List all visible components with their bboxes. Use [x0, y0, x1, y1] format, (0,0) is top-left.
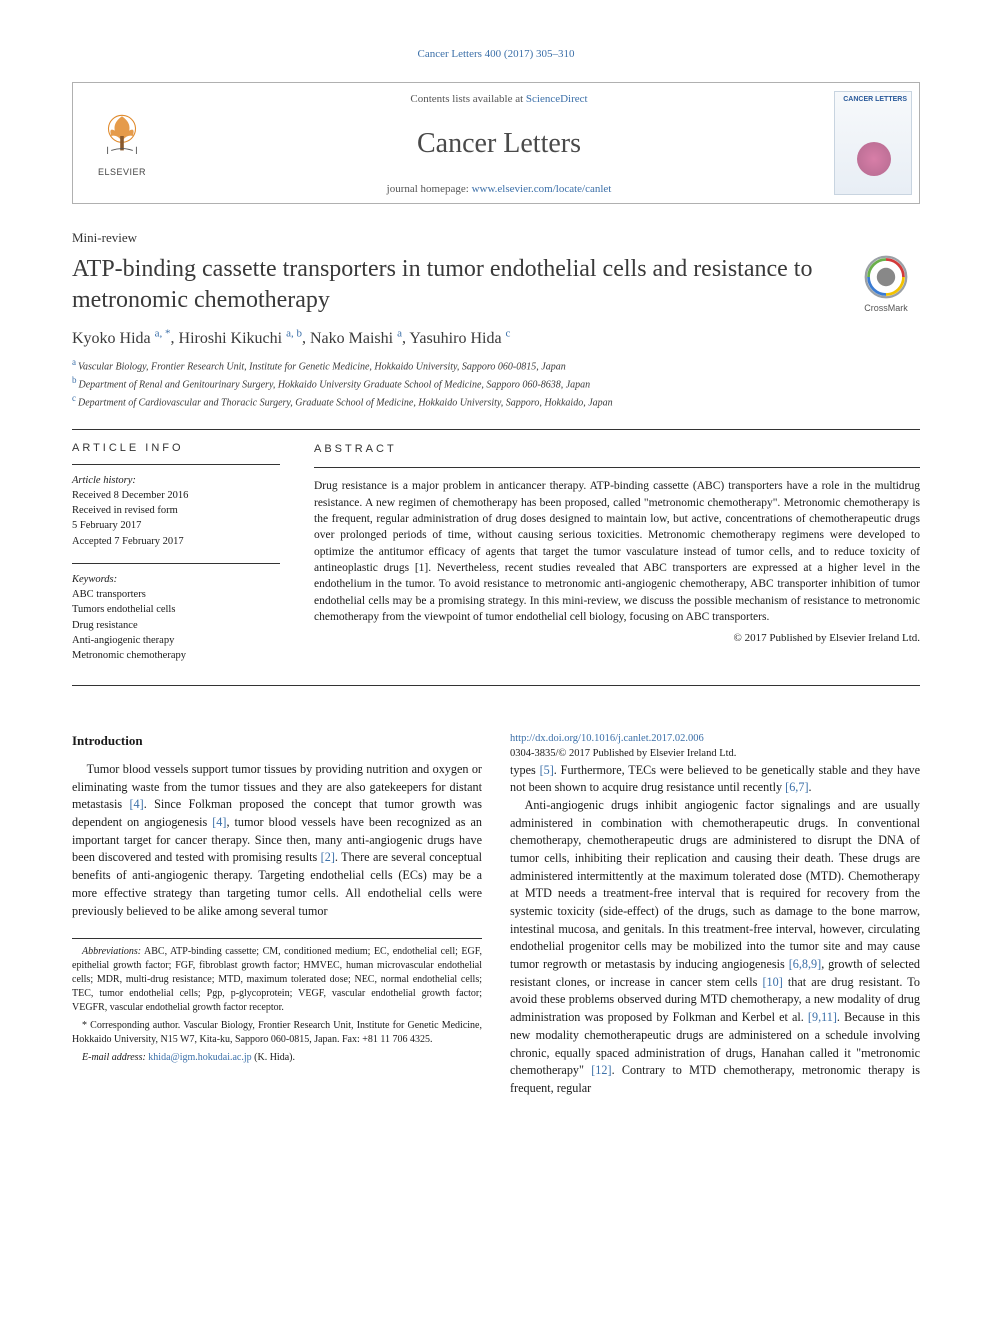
- doi-block: http://dx.doi.org/10.1016/j.canlet.2017.…: [510, 732, 920, 761]
- author: Hiroshi Kikuchi a, b: [179, 330, 302, 347]
- homepage-line: journal homepage: www.elsevier.com/locat…: [179, 183, 819, 195]
- affiliation: cDepartment of Cardiovascular and Thorac…: [72, 392, 920, 410]
- abstract-rule: [314, 467, 920, 468]
- citation-link[interactable]: [4]: [129, 797, 143, 811]
- citation-link[interactable]: [2]: [321, 850, 335, 864]
- journal-cover-thumb[interactable]: CANCER LETTERS: [834, 91, 912, 195]
- author-list: Kyoko Hida a, *, Hiroshi Kikuchi a, b, N…: [72, 327, 920, 347]
- info-abstract-row: ARTICLE INFO Article history: Received 8…: [72, 442, 920, 677]
- cover-thumb-block: CANCER LETTERS: [827, 83, 919, 203]
- keyword: Tumors endothelial cells: [72, 602, 280, 617]
- email-link[interactable]: khida@igm.hokudai.ac.jp: [148, 1052, 251, 1063]
- elsevier-wordmark: ELSEVIER: [98, 167, 146, 177]
- crossmark-badge[interactable]: CrossMark: [852, 254, 920, 313]
- keyword: Metronomic chemotherapy: [72, 648, 280, 663]
- citation-link[interactable]: [4]: [212, 815, 226, 829]
- article-info: ARTICLE INFO Article history: Received 8…: [72, 442, 280, 677]
- history-line: 5 February 2017: [72, 518, 280, 533]
- author: Yasuhiro Hida c: [409, 330, 510, 347]
- info-rule: [72, 464, 280, 465]
- affiliation: aVascular Biology, Frontier Research Uni…: [72, 356, 920, 374]
- body-paragraph: Tumor blood vessels support tumor tissue…: [72, 761, 482, 920]
- article-title: ATP-binding cassette transporters in tum…: [72, 254, 836, 315]
- section-heading: Introduction: [72, 732, 482, 751]
- keyword: Drug resistance: [72, 618, 280, 633]
- doi-link[interactable]: http://dx.doi.org/10.1016/j.canlet.2017.…: [510, 733, 704, 744]
- citation-link[interactable]: [10]: [762, 975, 782, 989]
- cover-art-icon: [857, 142, 891, 176]
- affiliations: aVascular Biology, Frontier Research Uni…: [72, 356, 920, 411]
- author: Kyoko Hida a, *: [72, 330, 171, 347]
- cover-title: CANCER LETTERS: [839, 96, 907, 103]
- rule-top: [72, 429, 920, 430]
- author: Nako Maishi a: [310, 330, 402, 347]
- running-head: Cancer Letters 400 (2017) 305–310: [72, 48, 920, 60]
- affiliation: bDepartment of Renal and Genitourinary S…: [72, 374, 920, 392]
- article-type: Mini-review: [72, 230, 920, 246]
- body-paragraph: types [5]. Furthermore, TECs were believ…: [510, 762, 920, 797]
- citation-link[interactable]: [5]: [540, 763, 554, 777]
- abstract-text: Drug resistance is a major problem in an…: [314, 478, 920, 625]
- sciencedirect-link[interactable]: ScienceDirect: [526, 93, 588, 105]
- homepage-prefix: journal homepage:: [387, 183, 472, 195]
- info-rule: [72, 563, 280, 564]
- footnotes: Abbreviations: ABC, ATP-binding cassette…: [72, 938, 482, 1065]
- contents-line: Contents lists available at ScienceDirec…: [179, 93, 819, 105]
- masthead-center: Contents lists available at ScienceDirec…: [171, 83, 827, 203]
- history-line: Received in revised form: [72, 503, 280, 518]
- masthead: ELSEVIER Contents lists available at Sci…: [72, 82, 920, 204]
- abstract-head: ABSTRACT: [314, 442, 920, 458]
- article-history: Article history: Received 8 December 201…: [72, 473, 280, 549]
- keywords-block: Keywords: ABC transporters Tumors endoth…: [72, 572, 280, 663]
- rule-bottom: [72, 685, 920, 686]
- citation-link[interactable]: [9,11]: [808, 1010, 837, 1024]
- homepage-link[interactable]: www.elsevier.com/locate/canlet: [472, 183, 612, 195]
- citation-link[interactable]: [6,8,9]: [789, 957, 822, 971]
- keywords-label: Keywords:: [72, 572, 280, 587]
- abstract: ABSTRACT Drug resistance is a major prob…: [314, 442, 920, 677]
- history-label: Article history:: [72, 473, 280, 488]
- article-info-head: ARTICLE INFO: [72, 442, 280, 454]
- contents-prefix: Contents lists available at: [410, 93, 525, 105]
- email-footnote: E-mail address: khida@igm.hokudai.ac.jp …: [72, 1051, 482, 1065]
- title-row: ATP-binding cassette transporters in tum…: [72, 254, 920, 315]
- citation-link[interactable]: [12]: [591, 1063, 611, 1077]
- crossmark-label: CrossMark: [852, 303, 920, 313]
- body-paragraph: Anti-angiogenic drugs inhibit angiogenic…: [510, 797, 920, 1098]
- keyword: Anti-angiogenic therapy: [72, 633, 280, 648]
- keyword: ABC transporters: [72, 587, 280, 602]
- history-line: Accepted 7 February 2017: [72, 534, 280, 549]
- corresponding-footnote: * Corresponding author. Vascular Biology…: [72, 1019, 482, 1047]
- elsevier-tree-icon: [95, 109, 149, 163]
- abbreviations-footnote: Abbreviations: ABC, ATP-binding cassette…: [72, 945, 482, 1015]
- journal-name: Cancer Letters: [179, 128, 819, 160]
- citation-link[interactable]: [6,7]: [785, 780, 808, 794]
- body-text: Introduction Tumor blood vessels support…: [72, 732, 920, 1097]
- history-line: Received 8 December 2016: [72, 488, 280, 503]
- publisher-logo-block[interactable]: ELSEVIER: [73, 83, 171, 203]
- crossmark-icon: [863, 254, 909, 300]
- issn-line: 0304-3835/© 2017 Published by Elsevier I…: [510, 748, 736, 759]
- abstract-copyright: © 2017 Published by Elsevier Ireland Ltd…: [314, 631, 920, 647]
